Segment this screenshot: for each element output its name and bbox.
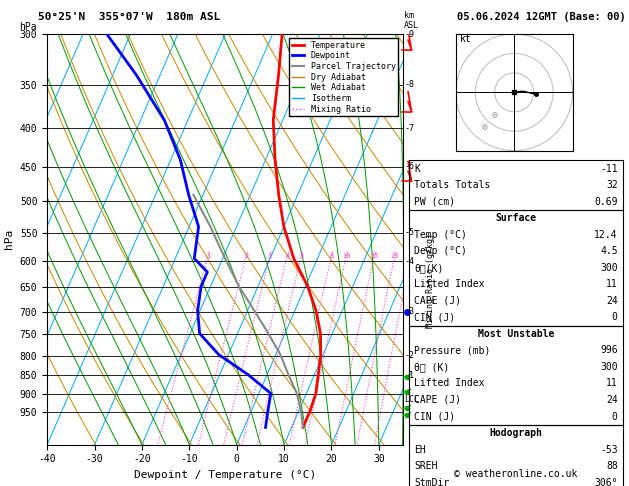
Text: 996: 996 bbox=[600, 346, 618, 355]
Text: 20: 20 bbox=[391, 253, 399, 259]
Text: CAPE (J): CAPE (J) bbox=[414, 395, 461, 405]
Text: StmDir: StmDir bbox=[414, 478, 449, 486]
Text: θᴇ (K): θᴇ (K) bbox=[414, 362, 449, 372]
Text: hPa: hPa bbox=[19, 22, 36, 32]
X-axis label: Dewpoint / Temperature (°C): Dewpoint / Temperature (°C) bbox=[134, 470, 316, 480]
Text: kt: kt bbox=[460, 34, 472, 44]
Text: CAPE (J): CAPE (J) bbox=[414, 296, 461, 306]
Text: 10: 10 bbox=[342, 253, 350, 259]
Text: © weatheronline.co.uk: © weatheronline.co.uk bbox=[454, 469, 577, 479]
Text: 0: 0 bbox=[612, 412, 618, 421]
Text: 0.69: 0.69 bbox=[594, 197, 618, 207]
Text: Most Unstable: Most Unstable bbox=[477, 329, 554, 339]
Text: -3: -3 bbox=[404, 307, 415, 316]
Text: Temp (°C): Temp (°C) bbox=[414, 230, 467, 240]
Text: CIN (J): CIN (J) bbox=[414, 312, 455, 322]
Text: SREH: SREH bbox=[414, 461, 437, 471]
Text: 8: 8 bbox=[330, 253, 333, 259]
Text: LCL: LCL bbox=[404, 395, 420, 404]
Text: 50°25'N  355°07'W  180m ASL: 50°25'N 355°07'W 180m ASL bbox=[38, 12, 220, 22]
Text: 2: 2 bbox=[244, 253, 248, 259]
Text: 05.06.2024 12GMT (Base: 00): 05.06.2024 12GMT (Base: 00) bbox=[457, 12, 626, 22]
Text: PW (cm): PW (cm) bbox=[414, 197, 455, 207]
Text: -6: -6 bbox=[404, 162, 415, 172]
Text: Lifted Index: Lifted Index bbox=[414, 279, 484, 289]
Text: 24: 24 bbox=[606, 296, 618, 306]
Text: -7: -7 bbox=[404, 124, 415, 133]
Text: K: K bbox=[414, 164, 420, 174]
Text: 1: 1 bbox=[206, 253, 210, 259]
Text: Surface: Surface bbox=[495, 213, 537, 223]
Text: ⊙: ⊙ bbox=[482, 122, 488, 132]
Text: Dewp (°C): Dewp (°C) bbox=[414, 246, 467, 256]
Text: Pressure (mb): Pressure (mb) bbox=[414, 346, 490, 355]
Text: 32: 32 bbox=[606, 180, 618, 190]
Text: θᴇ(K): θᴇ(K) bbox=[414, 263, 443, 273]
Text: -2: -2 bbox=[404, 351, 415, 360]
Text: -53: -53 bbox=[600, 445, 618, 454]
Text: 0: 0 bbox=[612, 312, 618, 322]
Text: 4: 4 bbox=[285, 253, 289, 259]
Text: 88: 88 bbox=[606, 461, 618, 471]
Text: -11: -11 bbox=[600, 164, 618, 174]
Text: Hodograph: Hodograph bbox=[489, 428, 542, 438]
Text: Totals Totals: Totals Totals bbox=[414, 180, 490, 190]
Text: -9: -9 bbox=[404, 30, 415, 38]
Text: 4.5: 4.5 bbox=[600, 246, 618, 256]
Text: 24: 24 bbox=[606, 395, 618, 405]
Text: 5: 5 bbox=[299, 253, 303, 259]
Text: 15: 15 bbox=[370, 253, 379, 259]
Text: Lifted Index: Lifted Index bbox=[414, 379, 484, 388]
Text: 300: 300 bbox=[600, 263, 618, 273]
Text: Mixing Ratio (g/kg): Mixing Ratio (g/kg) bbox=[426, 233, 435, 328]
Text: 12.4: 12.4 bbox=[594, 230, 618, 240]
Y-axis label: hPa: hPa bbox=[4, 229, 14, 249]
Text: EH: EH bbox=[414, 445, 426, 454]
Legend: Temperature, Dewpoint, Parcel Trajectory, Dry Adiabat, Wet Adiabat, Isotherm, Mi: Temperature, Dewpoint, Parcel Trajectory… bbox=[289, 38, 398, 116]
Text: ⊙: ⊙ bbox=[492, 111, 498, 121]
Text: 300: 300 bbox=[600, 362, 618, 372]
Text: -4: -4 bbox=[404, 257, 415, 266]
Text: 11: 11 bbox=[606, 379, 618, 388]
Text: 306°: 306° bbox=[594, 478, 618, 486]
Text: -8: -8 bbox=[404, 80, 415, 89]
Text: -5: -5 bbox=[404, 228, 415, 237]
Text: km
ASL: km ASL bbox=[404, 11, 420, 30]
Text: 11: 11 bbox=[606, 279, 618, 289]
Text: -1: -1 bbox=[404, 371, 415, 380]
Text: CIN (J): CIN (J) bbox=[414, 412, 455, 421]
Text: 3: 3 bbox=[268, 253, 272, 259]
